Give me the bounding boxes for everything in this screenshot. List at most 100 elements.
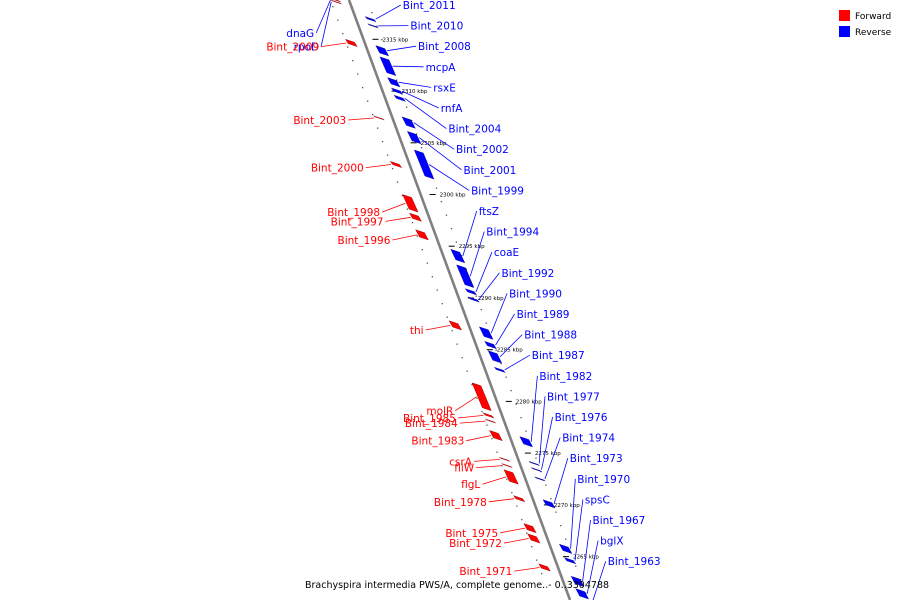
gene-bint-1985[interactable] [482, 412, 495, 419]
leader-line [504, 354, 531, 371]
gene-bint-1967[interactable] [570, 575, 585, 587]
gene-bint-1975[interactable] [523, 523, 537, 534]
gene-rnfa[interactable] [390, 87, 404, 95]
gene-label-bint-1982: Bint_1982 [539, 371, 592, 383]
gene-coae[interactable] [464, 288, 478, 296]
leader-line [404, 97, 447, 129]
leader-line [455, 396, 477, 412]
gene-spsc[interactable] [563, 557, 577, 565]
gene-bint-1978[interactable] [512, 495, 526, 503]
gene-label-bint-1972: Bint_1972 [449, 538, 502, 550]
leader-line [320, 1, 332, 47]
leader-line [476, 465, 503, 468]
gene-bint-1992[interactable] [467, 296, 480, 303]
gene-bint-2004[interactable] [393, 94, 406, 102]
gene-bint-1988[interactable] [487, 350, 503, 364]
gene-label-bint-1999: Bint_1999 [471, 185, 524, 197]
gene-label-thi: thi [410, 325, 424, 337]
gene-csra[interactable] [499, 457, 511, 462]
gene-bint-1974[interactable] [534, 476, 546, 482]
gene-bint-2009[interactable] [345, 38, 358, 47]
leader-line [413, 122, 455, 150]
gene-fliw[interactable] [501, 463, 513, 468]
gene-bint-1996[interactable] [415, 229, 429, 241]
gene-bglx[interactable] [575, 588, 590, 600]
legend-forward-label: Forward [855, 12, 891, 22]
leader-line [425, 325, 451, 331]
gene-bint-1982[interactable] [519, 436, 534, 448]
leader-line [466, 435, 491, 442]
gene-label-bint-1967: Bint_1967 [593, 515, 646, 527]
gene-rsxe[interactable] [387, 77, 401, 88]
gene-bint-2010[interactable] [367, 23, 379, 29]
gene-label-bint-1996: Bint_1996 [338, 235, 391, 247]
tick-label: 2285 kbp [497, 348, 523, 354]
gene-label-bint-2001: Bint_2001 [464, 165, 517, 177]
gene-label-bint-2009: Bint_2009 [266, 42, 319, 54]
gene-label-bint-1994: Bint_1994 [486, 227, 539, 239]
gene-dnag[interactable] [330, 0, 341, 3]
gene-label-bint-1984: Bint_1984 [405, 418, 458, 430]
gene-thi[interactable] [448, 320, 463, 331]
gene-bint-1987[interactable] [493, 366, 506, 373]
tick-label: 2300 kbp [440, 193, 466, 199]
leader-line [365, 164, 392, 168]
gene-bint-2011[interactable] [364, 16, 377, 23]
leader-line [490, 293, 508, 334]
leader-line [495, 313, 515, 346]
gene-label-molr: molR [426, 406, 453, 418]
gene-rpod[interactable] [330, 0, 342, 5]
leader-line [469, 231, 485, 277]
gene-bint-1989[interactable] [484, 341, 497, 350]
gene-label-bint-1998: Bint_1998 [327, 207, 380, 219]
leader-line [459, 420, 486, 424]
gene-bint-2000[interactable] [389, 161, 403, 168]
gene-label-spsc: spsC [585, 494, 610, 506]
gene-bint-1971[interactable] [538, 563, 551, 572]
gene-label-bint-2003: Bint_2003 [293, 115, 346, 127]
leader-line [586, 540, 599, 594]
leader-line [503, 538, 529, 544]
gene-bint-1983[interactable] [489, 430, 503, 442]
gene-label-bint-1988: Bint_1988 [524, 330, 577, 342]
tick-label: 2265 kbp [573, 555, 599, 561]
gene-bint-1998[interactable] [402, 194, 419, 213]
gene-flgl[interactable] [503, 469, 519, 485]
leader-line [321, 42, 347, 47]
gene-label-bint-1974: Bint_1974 [562, 433, 615, 445]
leader-line [387, 45, 417, 52]
gene-bint-1970[interactable] [558, 543, 573, 554]
gene-molr[interactable] [471, 382, 492, 412]
leader-line [473, 459, 500, 462]
tick-marks: 2315 kbp 2310 kbp 2305 kbp 2300 kbp 2295 kbp… [372, 37, 599, 561]
tick-label: 2315 kbp [383, 37, 409, 43]
gene-bint-2003[interactable] [373, 115, 385, 121]
gene-label-bint-2010: Bint_2010 [410, 21, 463, 33]
gene-bint-1999[interactable] [413, 149, 435, 180]
leader-line [428, 164, 470, 191]
leader-line [348, 117, 374, 121]
gene-bint-1973[interactable] [542, 499, 556, 509]
gene-label-bint-1992: Bint_1992 [502, 268, 555, 280]
leader-line [482, 476, 507, 485]
gene-label-bint-1987: Bint_1987 [532, 350, 585, 362]
leader-line [500, 527, 526, 534]
gene-bint-1972[interactable] [527, 533, 541, 544]
gene-bint-1976[interactable] [531, 467, 542, 472]
leader-line [375, 4, 401, 20]
gene-bint-1997[interactable] [409, 212, 422, 222]
gene-ftsz[interactable] [450, 248, 466, 264]
gene-bint-1990[interactable] [479, 326, 494, 340]
gene-bint-2002[interactable] [401, 116, 416, 129]
gene-label-bint-1989: Bint_1989 [517, 309, 570, 321]
gene-bint-2008[interactable] [375, 45, 390, 57]
gene-label-flgl: flgL [461, 479, 480, 491]
gene-bint-1984[interactable] [485, 418, 496, 424]
gene-bint-1977[interactable] [528, 461, 540, 466]
gene-bint-2001[interactable] [407, 131, 422, 145]
leader-line [570, 478, 576, 549]
leader-line [574, 499, 584, 561]
gene-bint-1994[interactable] [456, 264, 475, 288]
gene-mcpa[interactable] [379, 56, 397, 76]
